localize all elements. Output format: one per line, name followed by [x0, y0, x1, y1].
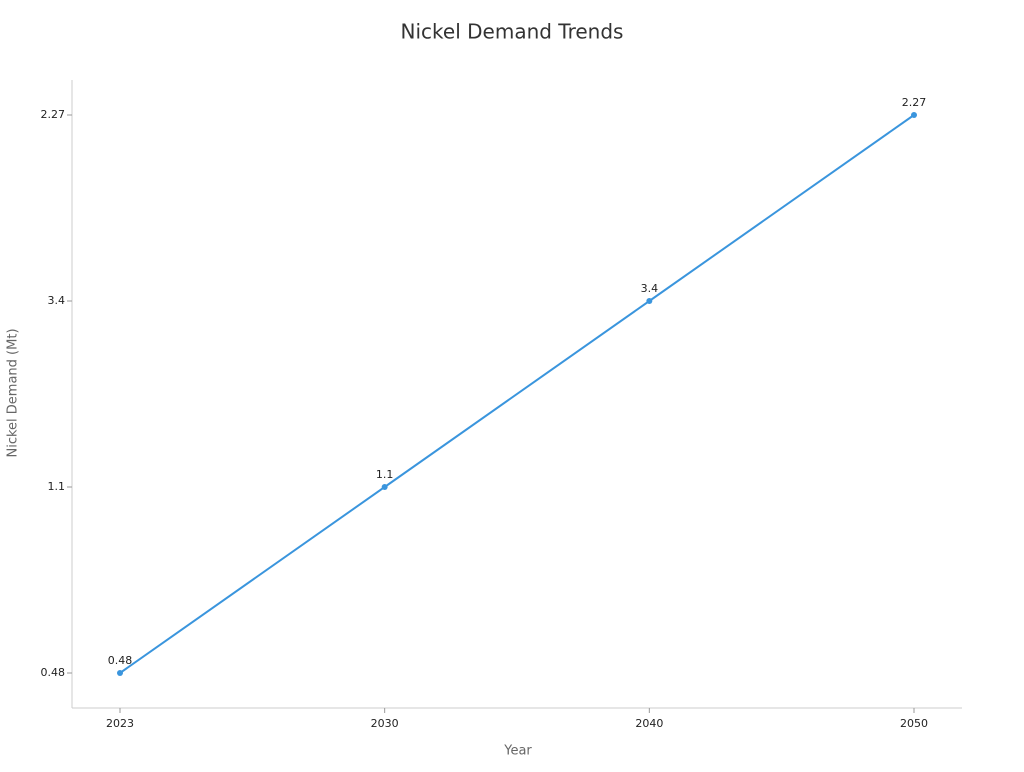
y-tick-label: 2.27: [41, 108, 66, 121]
data-label: 3.4: [641, 282, 659, 295]
point: [117, 670, 123, 676]
x-axis-label: Year: [503, 744, 532, 759]
y-tick-label: 0.48: [41, 666, 66, 679]
x-tick-label: 2040: [635, 717, 663, 730]
y-axis-label: Nickel Demand (Mt): [6, 328, 21, 457]
data-label: 1.1: [376, 468, 394, 481]
point: [911, 112, 917, 118]
data-label: 2.27: [902, 96, 927, 109]
data-label: 0.48: [108, 654, 133, 667]
line: [119, 114, 915, 674]
chart-title: Nickel Demand Trends: [401, 20, 624, 44]
point: [646, 298, 653, 304]
y-tick-label: 3.4: [48, 294, 66, 307]
point: [381, 484, 388, 490]
x-tick-label: 2030: [371, 717, 399, 730]
y-tick-label: 1.1: [48, 480, 66, 493]
x-tick-label: 2023: [106, 717, 134, 730]
x-tick-label: 2050: [900, 717, 928, 730]
